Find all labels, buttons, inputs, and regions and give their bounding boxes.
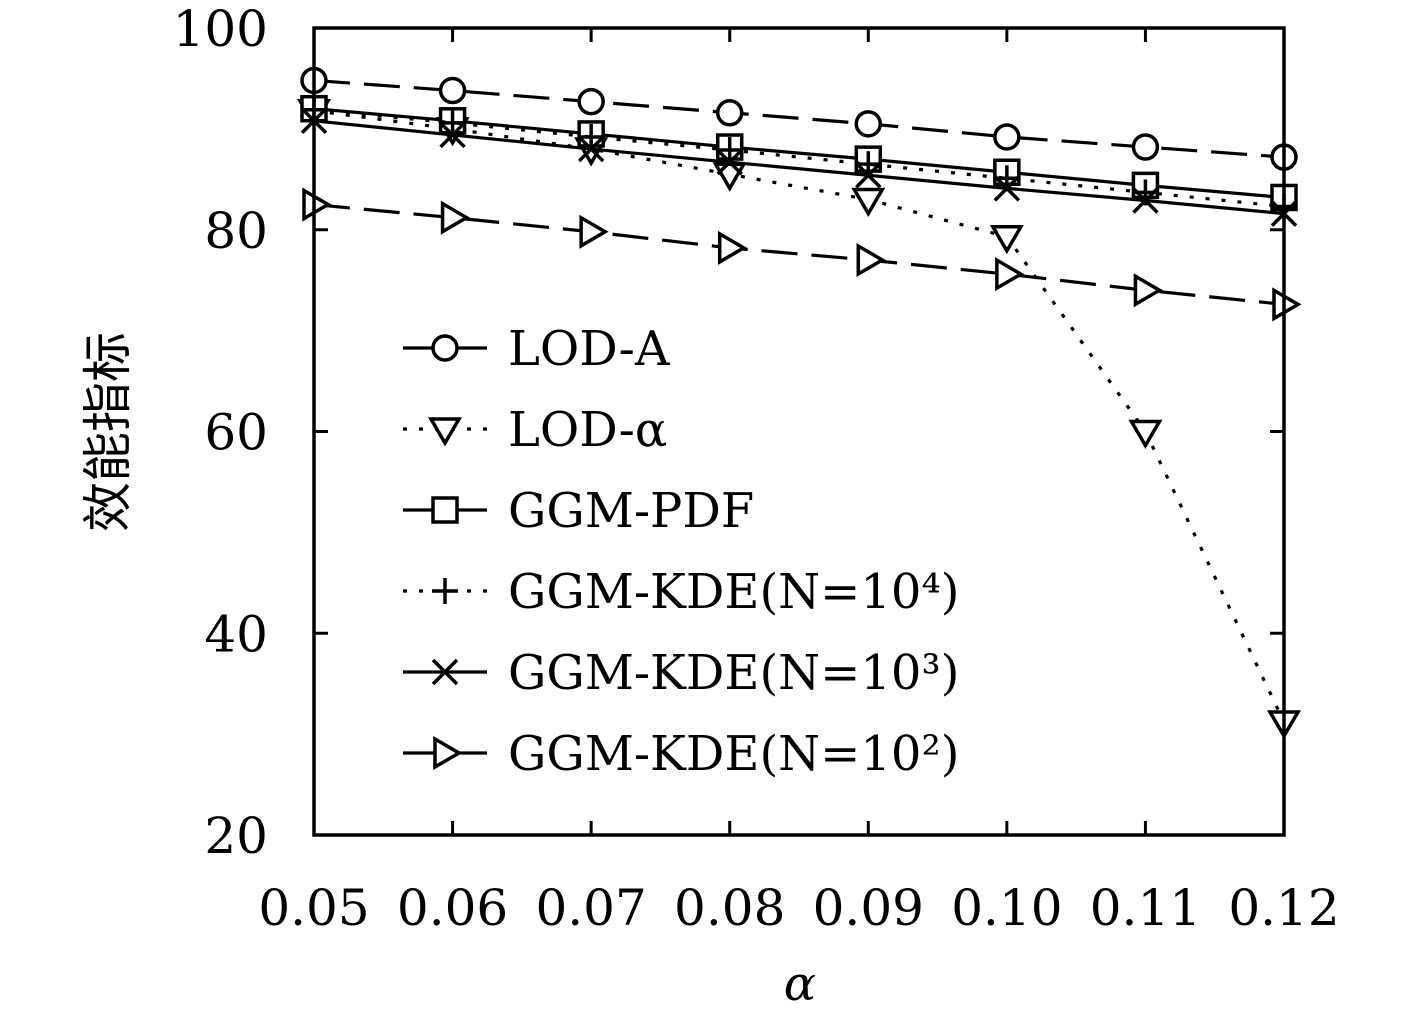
legend-marker-1 [427,417,463,447]
series-line-0 [313,78,1285,159]
x-tick-label-5: 0.10 [951,879,1062,937]
series-3-point-1 [439,109,466,136]
series-4-point-4 [855,162,882,189]
series-1-point-6 [1128,419,1163,449]
legend-item-1: LOD-α [403,402,667,458]
series-5-point-7 [1272,287,1302,322]
series-5-point-0 [302,187,332,222]
y-tick-label-2: 60 [204,404,268,462]
x-tick-label-1: 0.06 [397,879,508,937]
legend: LOD-A LOD-α GGM-PDF GGM-KDE(N=10⁴) GGM-KDE(N… [403,321,959,782]
x-axis-title: α [784,956,816,1009]
series-5-point-1 [440,200,471,235]
series-4-point-5 [993,175,1021,202]
series-layer [296,66,1302,740]
x-tick-label-7: 0.12 [1228,879,1339,937]
x-tick-label-0: 0.05 [258,879,369,937]
x-tick-label-4: 0.09 [813,879,924,937]
series-line-1 [313,109,1286,723]
y-tick-label-1: 40 [204,605,268,663]
series-5-point-2 [579,214,609,249]
legend-item-3: GGM-KDE(N=10⁴) [403,564,959,620]
axes-layer: 0.05 0.06 0.07 0.08 0.09 0.10 0.11 0.12 20 40 60 80… [173,0,1340,937]
x-tick-label-6: 0.11 [1090,879,1201,937]
series-3-point-3 [716,137,743,164]
series-5-point-4 [856,242,886,278]
series-0-point-5 [993,123,1021,151]
legend-marker-2 [431,496,459,524]
y-tick-label-4: 100 [173,0,268,58]
series-4-point-3 [716,148,743,176]
legend-item-2: GGM-PDF [403,483,754,539]
series-0-point-1 [438,76,467,105]
x-tick-label-3: 0.08 [674,879,785,937]
series-4-point-6 [1132,187,1159,214]
series-0-point-4 [854,110,883,138]
legend-label-4: GGM-KDE(N=10³) [508,645,959,701]
series-0-point-3 [715,98,744,127]
y-axis-title: 效能指标 [79,332,137,532]
legend-label-1: LOD-α [508,402,667,458]
legend-label-0: LOD-A [508,321,671,377]
series-3-point-2 [578,123,605,150]
legend-label-5: GGM-KDE(N=10²) [508,726,959,782]
series-1-point-4 [851,187,886,217]
legend-marker-5 [433,735,463,771]
y-tick-label-0: 20 [204,807,268,865]
legend-marker-3 [432,578,458,604]
series-line-5 [313,202,1285,306]
series-line-2 [313,107,1285,200]
legend-marker-0 [431,334,459,362]
series-4-point-2 [577,135,605,163]
series-0-point-6 [1131,133,1160,161]
x-tick-label-2: 0.07 [535,879,646,937]
legend-label-3: GGM-KDE(N=10⁴) [508,564,959,620]
series-5-point-6 [1133,273,1163,308]
legend-item-0: LOD-A [403,321,671,377]
legend-label-2: GGM-PDF [508,483,754,539]
series-5-point-3 [717,230,748,265]
series-0-point-2 [577,87,605,116]
legend-item-4: GGM-KDE(N=10³) [403,645,959,701]
series-line-3 [313,108,1285,209]
series-line-4 [313,119,1285,216]
y-tick-label-3: 80 [204,202,268,260]
series-1-point-5 [989,225,1024,255]
legend-item-5: GGM-KDE(N=10²) [403,726,959,782]
series-5-point-5 [995,257,1025,292]
series-1-point-3 [712,162,747,192]
series-4-point-1 [439,121,466,149]
legend-marker-4 [431,658,459,686]
